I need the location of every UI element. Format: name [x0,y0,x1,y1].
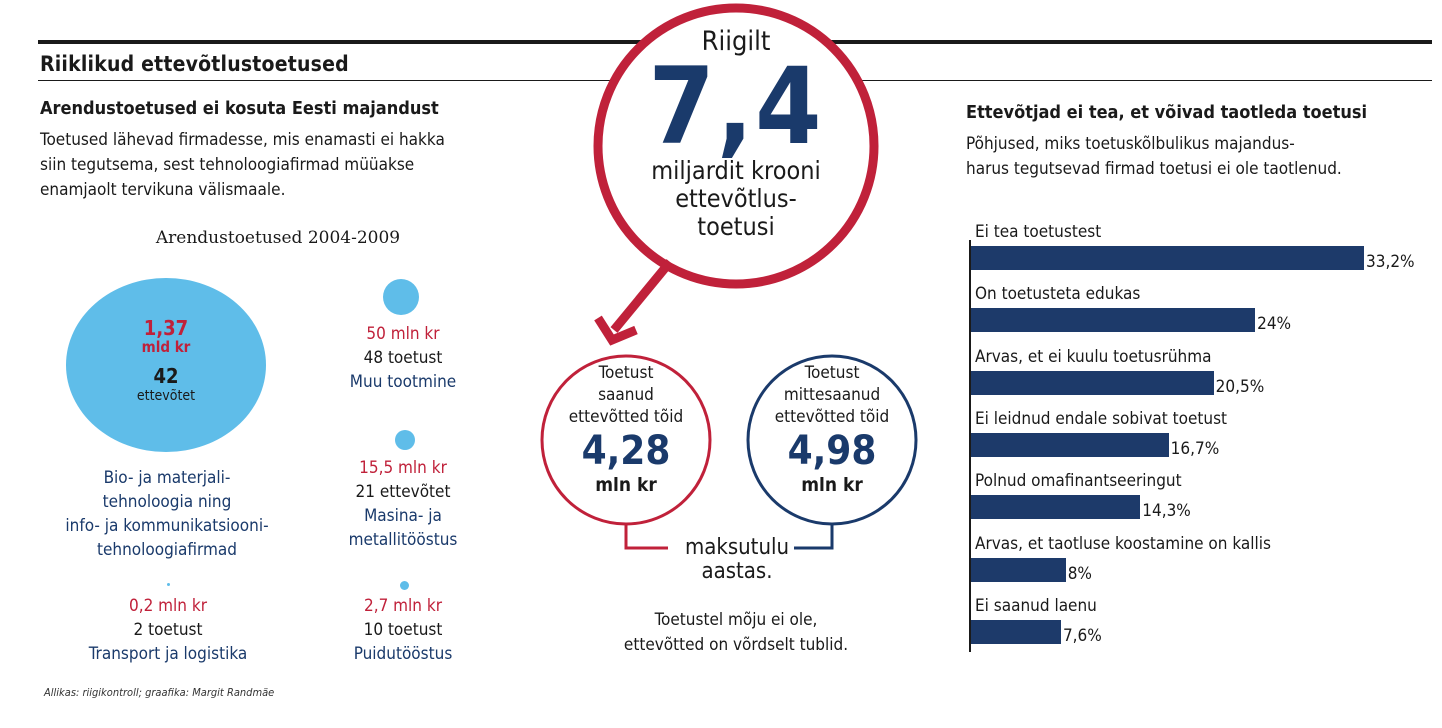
bar [971,557,1066,582]
bracket-left [624,524,668,550]
left-heading: Arendustoetused ei kosuta Eesti majandus… [40,98,439,119]
right-circle-line: mittesaanud [783,385,881,405]
bio-amount: 1,37 [143,316,189,340]
middle-graphic [540,3,918,550]
bar [971,495,1141,520]
bar [971,432,1169,457]
muu-name: Muu tootmine [349,372,457,392]
source-note: Allikas: riigikontroll; graafika: Margit… [44,686,275,699]
bar-value-label: 24% [1257,314,1292,335]
right-circle-line: Toetust [804,363,860,383]
bar [971,370,1214,395]
left-circle-line: saanud [598,385,654,405]
bar-category-label: Polnud omafinantseeringut [975,471,1182,492]
bio-name-line: tehnoloogiafirmad [96,540,238,560]
bar-value-label: 33,2% [1366,252,1415,272]
bar-value-label: 16,7% [1170,438,1220,459]
bracket-right [794,524,834,550]
big-text-line: miljardit krooni [651,156,821,185]
right-heading: Ettevõtjad ei tea, et võivad taotleda to… [966,102,1368,123]
bio-count-unit: ettevõtet [136,388,196,404]
puidu-count: 10 toetust [363,620,443,640]
left-circle-line: ettevõtted tõid [568,407,684,427]
bar-axis [969,240,971,652]
riigilt-label: Riigilt [701,26,771,57]
right-body: Põhjused, miks toetuskõlbulikus majandus… [966,132,1342,182]
bio-unit: mld kr [141,338,191,356]
masina-name: Masina- ja [364,506,442,526]
masina-name: metallitööstus [348,530,458,550]
arrow-shaft [610,259,674,333]
left-body-line: siin tegutsema, sest tehnoloogiafirmad m… [40,155,415,175]
transport-labels: 0,2 mln kr 2 toetust Transport ja logist… [60,594,276,666]
bar [971,246,1364,270]
transport-count: 2 toetust [133,620,203,640]
page-title: Riiklikud ettevõtlustoetused [40,52,349,76]
masina-amount: 15,5 mln kr [359,458,447,478]
bar-category-label: Arvas, et taotluse koostamine on kallis [975,533,1271,554]
bar-category-label: Arvas, et ei kuulu toetusrühma [975,346,1212,367]
bar-category-label: Ei leidnud endale sobivat toetust [975,408,1228,429]
right-circle-unit: mln kr [801,474,863,496]
bio-count: 42 [153,364,179,388]
bio-name-line: tehnoloogia ning [102,492,232,512]
left-subtitle: Arendustoetused 2004-2009 [155,228,401,248]
bubble-bio-ict [66,278,266,452]
arrow-head [594,315,638,346]
right-circle-text: Toetust mittesaanud ettevõtted tõid 4,98… [752,362,912,496]
big-red-circle [593,3,879,289]
bubble-transport [167,583,170,586]
left-body-line: enamjaolt tervikuna välismaale. [40,180,286,200]
transport-amount: 0,2 mln kr [128,596,207,616]
big-text-line: ettevõtlus- [675,184,797,213]
bio-name-line: info- ja kommunikatsiooni- [65,516,269,536]
bar-category-label: Ei tea toetustest [975,222,1102,242]
left-body-line: Toetused lähevad firmadesse, mis enamast… [40,130,445,150]
bar-value-label: 20,5% [1215,376,1265,397]
bar-value-label: 14,3% [1142,501,1191,522]
footer-line: ettevõtted on võrdselt tublid. [623,635,849,655]
big-text-line: toetusi [697,212,775,241]
bio-name-line: Bio- ja materjali- [103,468,231,488]
bracket-text: maksutulu aastas. [662,536,812,584]
masina-labels: 15,5 mln kr 21 ettevõtet Masina- ja meta… [320,456,486,552]
puidu-name: Puidutööstus [353,644,453,664]
right-body-line: harus tegutsevad firmad toetusi ei ole t… [966,159,1342,179]
bracket-line: aastas. [701,559,773,584]
bio-name: Bio- ja materjali- tehnoloogia ning info… [36,466,298,562]
left-circle-value: 4,28 [581,428,671,474]
big-circle-text: Riigilt 7,4 miljardit krooni ettevõtlus-… [622,26,850,241]
bubble-masina [395,430,415,450]
bar-category-label: Ei saanud laenu [975,595,1097,616]
left-circle-line: Toetust [598,363,654,383]
bar [971,308,1256,333]
puidu-labels: 2,7 mln kr 10 toetust Puidutööstus [320,594,486,666]
muu-labels: 50 mln kr 48 toetust Muu tootmine [320,322,486,394]
bubble-puidu [400,581,409,590]
middle-footer: Toetustel mõju ei ole, ettevõtted on võr… [586,608,886,658]
muu-amount: 50 mln kr [366,324,440,344]
left-circle-unit: mln kr [595,474,657,496]
right-body-line: Põhjused, miks toetuskõlbulikus majandus… [966,134,1295,154]
left-circle-text: Toetust saanud ettevõtted tõid 4,28 mln … [546,362,706,496]
puidu-amount: 2,7 mln kr [363,596,442,616]
muu-count: 48 toetust [363,348,443,368]
transport-name: Transport ja logistika [88,644,248,664]
footer-line: Toetustel mõju ei ole, [654,610,818,630]
right-circle-value: 4,98 [787,428,877,474]
masina-count: 21 ettevõtet [355,482,451,502]
bar-category-label: On toetusteta edukas [975,284,1141,305]
right-circle-line: ettevõtted tõid [774,407,890,427]
bar-value-label: 8% [1067,563,1092,584]
bar-value-label: 7,6% [1062,625,1102,646]
bar [971,619,1061,644]
big-number: 7,4 [648,45,824,168]
bracket-line: maksutulu [684,535,790,560]
bubble-bio-ict-labels: 1,37 mld kr 42 ettevõtet [66,316,266,404]
bubble-muu [383,279,419,315]
left-body: Toetused lähevad firmadesse, mis enamast… [40,128,445,203]
